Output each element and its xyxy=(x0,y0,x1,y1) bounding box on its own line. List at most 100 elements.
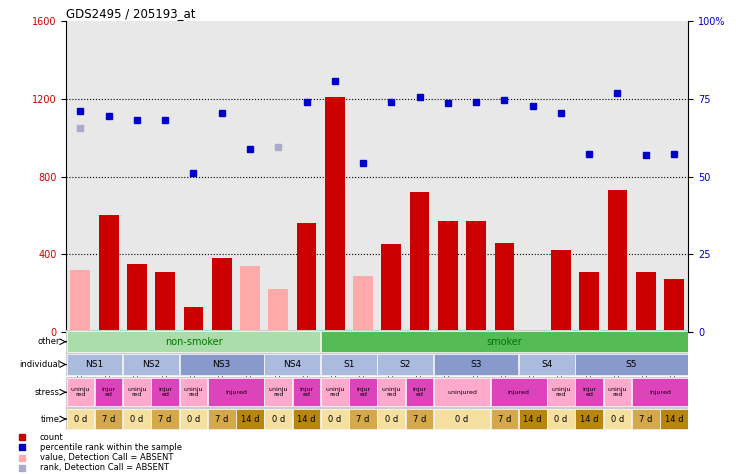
Text: 0 d: 0 d xyxy=(554,415,567,423)
Bar xyxy=(321,409,349,429)
Bar xyxy=(123,354,179,375)
Text: S5: S5 xyxy=(626,360,637,369)
Bar xyxy=(264,409,292,429)
Text: uninju
red: uninju red xyxy=(269,387,288,397)
Text: value, Detection Call = ABSENT: value, Detection Call = ABSENT xyxy=(40,453,173,462)
Text: 14 d: 14 d xyxy=(523,415,542,423)
Bar xyxy=(434,409,490,429)
Text: 0 d: 0 d xyxy=(187,415,200,423)
Bar xyxy=(406,378,434,406)
Bar xyxy=(378,378,406,406)
Text: S4: S4 xyxy=(541,360,553,369)
Text: 0 d: 0 d xyxy=(456,415,469,423)
Text: injur
ed: injur ed xyxy=(356,387,370,397)
Bar xyxy=(664,279,684,332)
Text: injured: injured xyxy=(649,390,670,395)
Bar xyxy=(66,409,94,429)
Text: non-smoker: non-smoker xyxy=(165,337,222,347)
Text: 0 d: 0 d xyxy=(611,415,624,423)
Text: GDS2495 / 205193_at: GDS2495 / 205193_at xyxy=(66,7,196,20)
Bar xyxy=(127,264,146,332)
Text: time: time xyxy=(41,415,60,423)
Text: 7 d: 7 d xyxy=(215,415,228,423)
Bar xyxy=(325,97,344,332)
Bar xyxy=(95,378,122,406)
Bar xyxy=(660,409,688,429)
Bar xyxy=(491,378,547,406)
Text: 0 d: 0 d xyxy=(385,415,398,423)
Text: NS1: NS1 xyxy=(85,360,104,369)
Bar xyxy=(378,354,434,375)
Text: rank, Detection Call = ABSENT: rank, Detection Call = ABSENT xyxy=(40,463,169,472)
Text: uninju
red: uninju red xyxy=(71,387,90,397)
Text: smoker: smoker xyxy=(486,337,523,347)
Text: NS4: NS4 xyxy=(283,360,302,369)
Bar xyxy=(353,275,373,332)
Text: injur
ed: injur ed xyxy=(413,387,427,397)
Text: NS3: NS3 xyxy=(213,360,231,369)
Text: uninjured: uninjured xyxy=(447,390,477,395)
Text: percentile rank within the sample: percentile rank within the sample xyxy=(40,443,182,452)
Text: 0 d: 0 d xyxy=(328,415,342,423)
Text: stress: stress xyxy=(35,388,60,397)
Text: 7 d: 7 d xyxy=(413,415,426,423)
Text: injur
ed: injur ed xyxy=(300,387,314,397)
Bar xyxy=(264,378,292,406)
Bar xyxy=(381,245,401,332)
Bar xyxy=(155,272,175,332)
Bar xyxy=(576,354,688,375)
Bar xyxy=(495,243,514,332)
Bar xyxy=(180,354,263,375)
Bar xyxy=(519,354,575,375)
Bar xyxy=(434,354,518,375)
Text: 14 d: 14 d xyxy=(665,415,683,423)
Bar xyxy=(123,378,151,406)
Bar xyxy=(240,266,260,332)
Bar xyxy=(66,331,320,352)
Bar xyxy=(604,409,631,429)
Bar xyxy=(180,378,208,406)
Text: 7 d: 7 d xyxy=(356,415,369,423)
Bar xyxy=(349,409,377,429)
Text: S3: S3 xyxy=(470,360,482,369)
Bar xyxy=(264,354,320,375)
Text: S2: S2 xyxy=(400,360,411,369)
Text: injur
ed: injur ed xyxy=(158,387,172,397)
Bar xyxy=(632,378,688,406)
Text: 0 d: 0 d xyxy=(130,415,144,423)
Bar xyxy=(466,221,486,332)
Text: S1: S1 xyxy=(343,360,355,369)
Bar xyxy=(212,258,232,332)
Bar xyxy=(604,378,631,406)
Text: uninju
red: uninju red xyxy=(325,387,344,397)
Text: 14 d: 14 d xyxy=(580,415,598,423)
Bar xyxy=(66,354,122,375)
Bar xyxy=(321,378,349,406)
Bar xyxy=(152,378,179,406)
Bar xyxy=(71,270,91,332)
Bar xyxy=(66,378,94,406)
Bar xyxy=(410,192,430,332)
Bar xyxy=(608,190,627,332)
Bar xyxy=(99,215,118,332)
Bar xyxy=(576,378,603,406)
Bar xyxy=(547,378,575,406)
Text: uninju
red: uninju red xyxy=(127,387,146,397)
Text: 14 d: 14 d xyxy=(297,415,316,423)
Text: other: other xyxy=(38,337,60,346)
Text: 7 d: 7 d xyxy=(102,415,116,423)
Bar xyxy=(551,250,571,332)
Text: injured: injured xyxy=(508,390,529,395)
Bar xyxy=(579,272,599,332)
Bar xyxy=(636,272,656,332)
Text: injur
ed: injur ed xyxy=(582,387,596,397)
Text: individual: individual xyxy=(19,360,60,369)
Bar xyxy=(547,409,575,429)
Text: uninju
red: uninju red xyxy=(381,387,401,397)
Text: injured: injured xyxy=(225,390,247,395)
Bar xyxy=(236,409,263,429)
Bar xyxy=(95,409,122,429)
Bar xyxy=(349,378,377,406)
Text: 0 d: 0 d xyxy=(74,415,87,423)
Bar xyxy=(269,289,289,332)
